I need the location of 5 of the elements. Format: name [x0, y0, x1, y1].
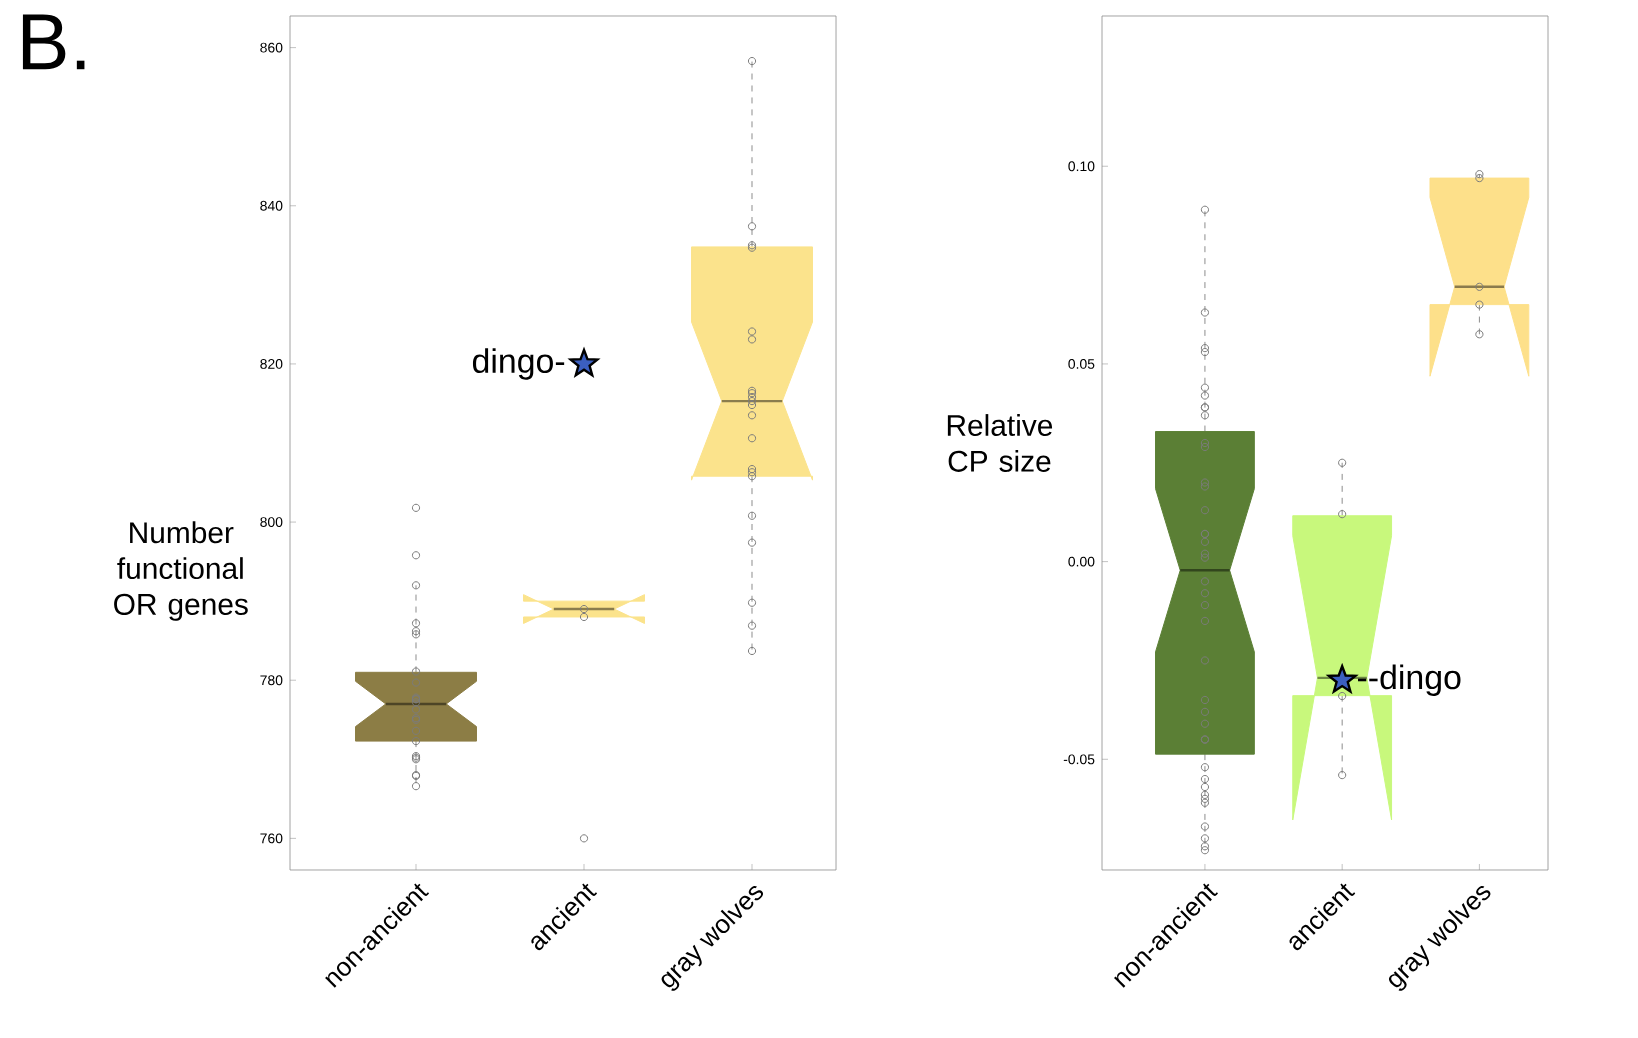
y-axis-title: Relative CP size [947, 414, 1053, 472]
annotation: --dingo [1358, 664, 1461, 697]
chart-title: B. [22, 14, 85, 70]
annotation: dingo- [472, 348, 565, 380]
y-axis-title: Number functional OR genes [114, 521, 248, 621]
